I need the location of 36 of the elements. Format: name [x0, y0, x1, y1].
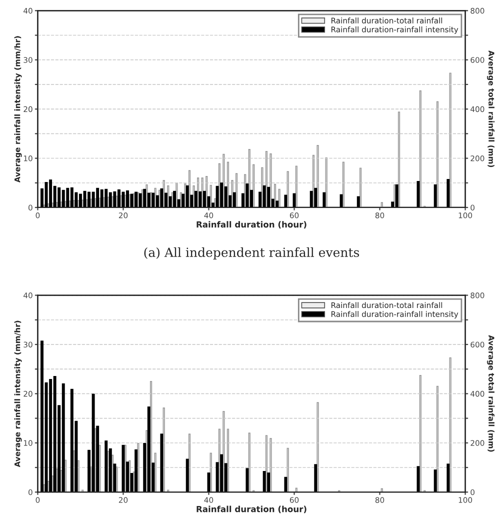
bar	[70, 388, 74, 492]
bar	[70, 187, 74, 208]
bar	[356, 196, 360, 208]
x-axis-title: Rainfall duration (hour)	[196, 506, 306, 514]
bar	[96, 188, 100, 208]
bar	[117, 189, 120, 208]
bar	[446, 179, 450, 208]
bar	[88, 192, 91, 208]
bar	[92, 192, 95, 208]
bar	[62, 383, 65, 492]
bar	[122, 444, 125, 492]
bar	[434, 470, 437, 492]
bar	[322, 192, 326, 208]
bar	[340, 194, 343, 208]
bar	[100, 189, 104, 208]
x-axis-title: Rainfall duration (hour)	[196, 221, 306, 229]
bar	[434, 184, 437, 208]
bar	[395, 184, 398, 208]
bar	[78, 194, 82, 208]
bar	[104, 188, 108, 208]
bar	[53, 376, 56, 492]
bar	[62, 190, 65, 208]
bar	[113, 191, 116, 208]
bar	[130, 194, 134, 208]
bar	[66, 188, 70, 208]
bar	[314, 464, 318, 492]
text: (a) All independent rainfall events	[144, 247, 360, 260]
bar	[104, 440, 108, 492]
bar	[108, 192, 112, 208]
bar	[49, 378, 52, 492]
bar	[92, 394, 95, 492]
bar	[58, 187, 61, 208]
bar	[49, 180, 52, 208]
bar	[446, 464, 450, 492]
bar	[44, 182, 48, 208]
bar	[122, 192, 125, 208]
